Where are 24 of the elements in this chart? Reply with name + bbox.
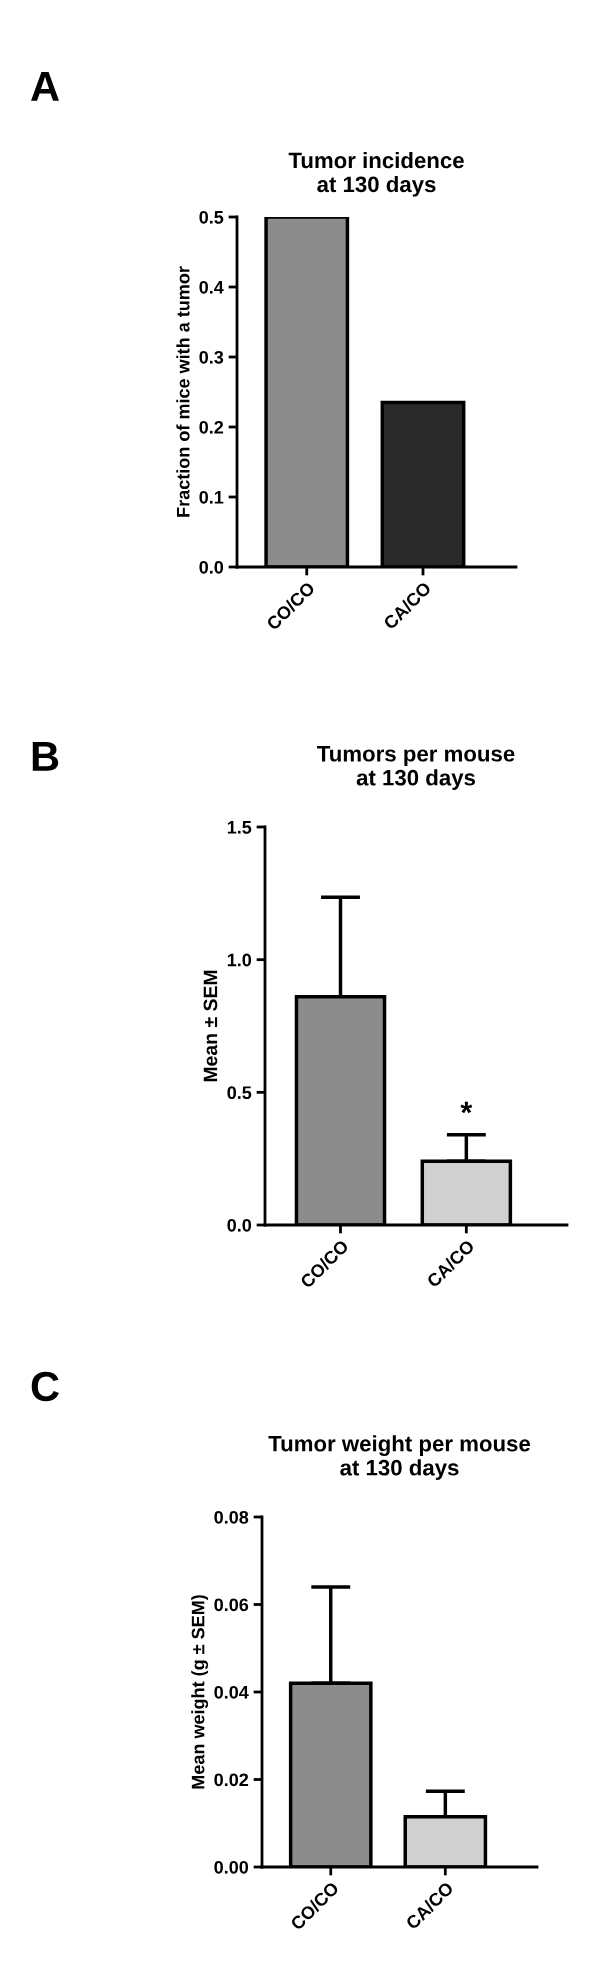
- y-axis-title: Mean ± SEM: [203, 970, 218, 1082]
- chart-title: Tumors per mouse at 130 days: [317, 746, 515, 790]
- chart-title: Tumor weight per mouse at 130 days: [268, 1435, 531, 1480]
- text: B: [32, 742, 59, 771]
- y-tick-label: 0.00: [214, 1860, 249, 1874]
- text: C: [31, 1371, 59, 1402]
- y-tick-label: 0.0: [227, 1218, 252, 1232]
- y-tick-label: 0.08: [214, 1510, 249, 1524]
- y-tick-label: 0.5: [227, 1086, 252, 1100]
- y-tick-label: 0.4: [199, 280, 224, 294]
- chart-title: Tumor incidence at 130 days: [288, 151, 464, 197]
- y-tick-label: 1.5: [227, 821, 252, 834]
- y-tick-label: 1.0: [227, 953, 252, 967]
- y-tick-label: 0.02: [214, 1773, 249, 1787]
- y-tick-label: 0.1: [199, 490, 224, 504]
- text: A: [31, 72, 59, 101]
- y-tick-label: 0.06: [214, 1598, 249, 1612]
- y-tick-label: 0.5: [199, 210, 224, 224]
- y-axis-title: Mean weight (g ± SEM): [191, 1595, 209, 1789]
- y-tick-label: 0.2: [199, 420, 224, 434]
- y-tick-label: 0.3: [199, 350, 224, 364]
- y-axis-title: Fraction of mice with a tumor: [176, 266, 190, 517]
- annotation: *: [460, 1101, 473, 1114]
- y-tick-label: 0.04: [214, 1685, 249, 1699]
